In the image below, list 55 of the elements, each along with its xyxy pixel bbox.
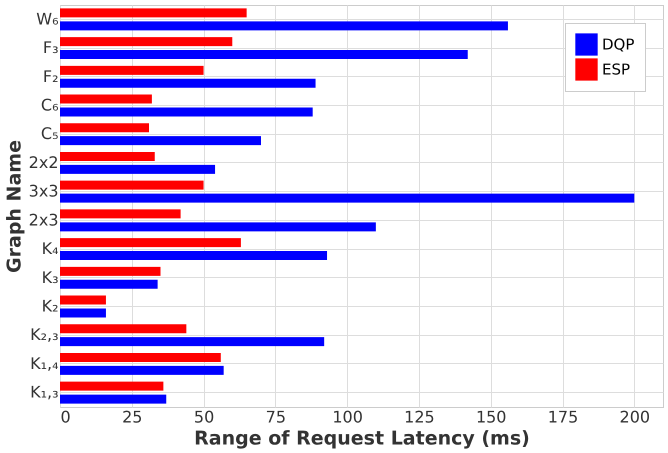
y-tick-label: F₂ [42,66,58,86]
y-tick-label: 3x3 [28,182,58,201]
x-tick-label: 75 [266,408,286,426]
x-tick-label: 150 [476,408,506,426]
bar [60,164,216,174]
bar [60,78,316,88]
bar [60,366,224,375]
bar [60,123,150,132]
y-tick-label: K₁,₄ [30,354,58,373]
bar [60,136,261,146]
y-axis-title: Graph Name [4,140,26,273]
x-tick-label: 175 [548,408,578,426]
bar [60,296,106,305]
y-tick-label: K₃ [42,268,58,287]
x-axis-title: Range of Request Latency (ms) [194,428,530,450]
y-tick-label: K₁,₃ [30,382,58,402]
y-tick-label: K₄ [42,239,58,258]
bar [60,37,232,46]
bar [60,280,158,289]
y-tick-label: 2x3 [28,210,58,230]
bar [60,21,508,30]
y-tick-label: C₅ [40,124,58,144]
bar [60,352,221,362]
y-tick-label: W₆ [36,9,58,28]
x-tick-label: 100 [332,408,363,426]
bar [60,209,181,218]
bar [60,238,241,248]
bar [60,394,166,404]
bar [60,251,328,260]
y-tick-label: C₆ [40,96,58,114]
bar [60,152,155,161]
bar [60,107,313,116]
bar [60,266,160,276]
y-tick-label: 2x2 [28,152,58,172]
bar [60,50,468,60]
bar [60,194,634,203]
bar [60,308,106,318]
bar [60,94,152,104]
y-tick-label: F₃ [42,38,58,58]
y-tick-label: K₂,₃ [30,325,58,344]
legend-label: DQP [602,36,634,54]
legend-label: ESP [602,60,630,78]
bar [60,66,204,75]
x-tick-label: 200 [620,408,650,426]
y-tick-label: K₂ [42,296,58,316]
bar [60,8,247,18]
bar [60,324,186,334]
bar [60,222,376,232]
x-tick-label: 25 [122,408,142,426]
x-tick-label: 0 [60,408,71,426]
x-tick-label: 50 [194,408,214,426]
x-tick-label: 125 [404,408,435,426]
bar [60,337,324,346]
bar [60,382,164,391]
bar [60,180,204,190]
